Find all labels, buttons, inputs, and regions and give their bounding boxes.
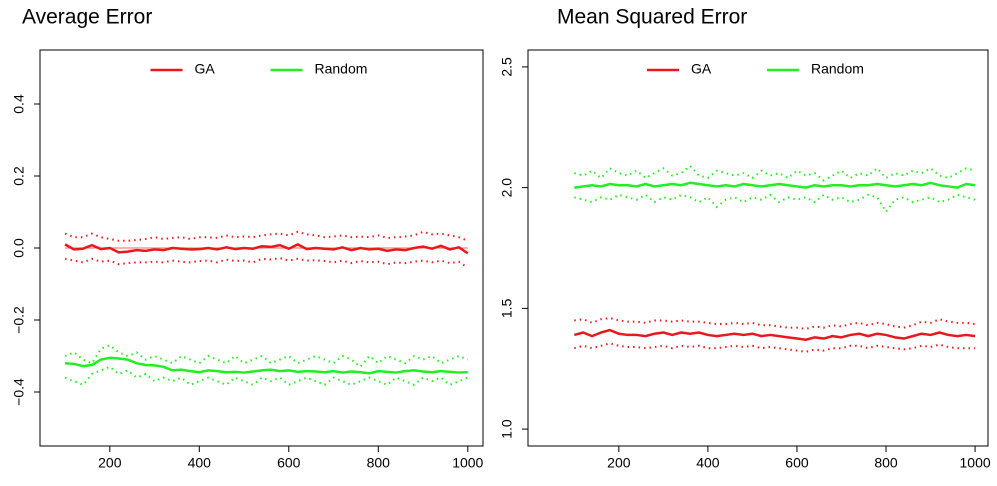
x-tick-label: 200: [98, 455, 122, 471]
y-tick-label: 0.4: [11, 94, 27, 114]
legend-label: Random: [315, 61, 368, 77]
legend-label: Random: [811, 61, 864, 77]
x-tick-label: 1000: [452, 455, 483, 471]
x-tick-label: 800: [367, 455, 391, 471]
y-tick-label: 1.0: [499, 419, 515, 439]
series-line: [574, 181, 976, 189]
series-line: [573, 328, 976, 342]
y-tick-label: −0.2: [11, 306, 27, 334]
chart-title: Average Error: [22, 6, 152, 29]
legend-label: GA: [691, 61, 712, 77]
band-line: [64, 344, 469, 369]
band-line: [574, 193, 976, 214]
plot-frame: [527, 49, 989, 447]
y-tick-label: −0.4: [11, 378, 27, 406]
y-tick-label: 1.5: [499, 298, 515, 318]
x-tick-label: 400: [696, 455, 720, 471]
band-line: [574, 317, 976, 330]
x-tick-label: 600: [277, 455, 301, 471]
y-tick-label: 2.5: [499, 57, 515, 77]
x-tick-label: 800: [874, 455, 898, 471]
x-tick-label: 1000: [960, 455, 991, 471]
series-line: [64, 356, 468, 375]
panel: Average Error 200 400 600 800 1000 −0.4 −0.2 0.0…: [11, 6, 484, 471]
band-line: [574, 342, 976, 353]
x-tick-label: 200: [607, 455, 631, 471]
band-line: [64, 365, 469, 387]
band-line: [64, 257, 469, 269]
y-tick-label: 2.0: [499, 178, 515, 198]
legend-label: GA: [195, 61, 216, 77]
y-tick-label: 0.0: [11, 238, 27, 258]
series-line: [64, 243, 469, 255]
y-tick-label: 0.2: [11, 166, 27, 186]
band-line: [64, 230, 469, 242]
band-line: [574, 164, 976, 182]
x-tick-label: 600: [785, 455, 809, 471]
chart-title: Mean Squared Error: [557, 6, 747, 29]
panel: Mean Squared Error 200 400 600 800 1000 1.0 1.5…: [499, 6, 991, 471]
x-tick-label: 400: [188, 455, 212, 471]
